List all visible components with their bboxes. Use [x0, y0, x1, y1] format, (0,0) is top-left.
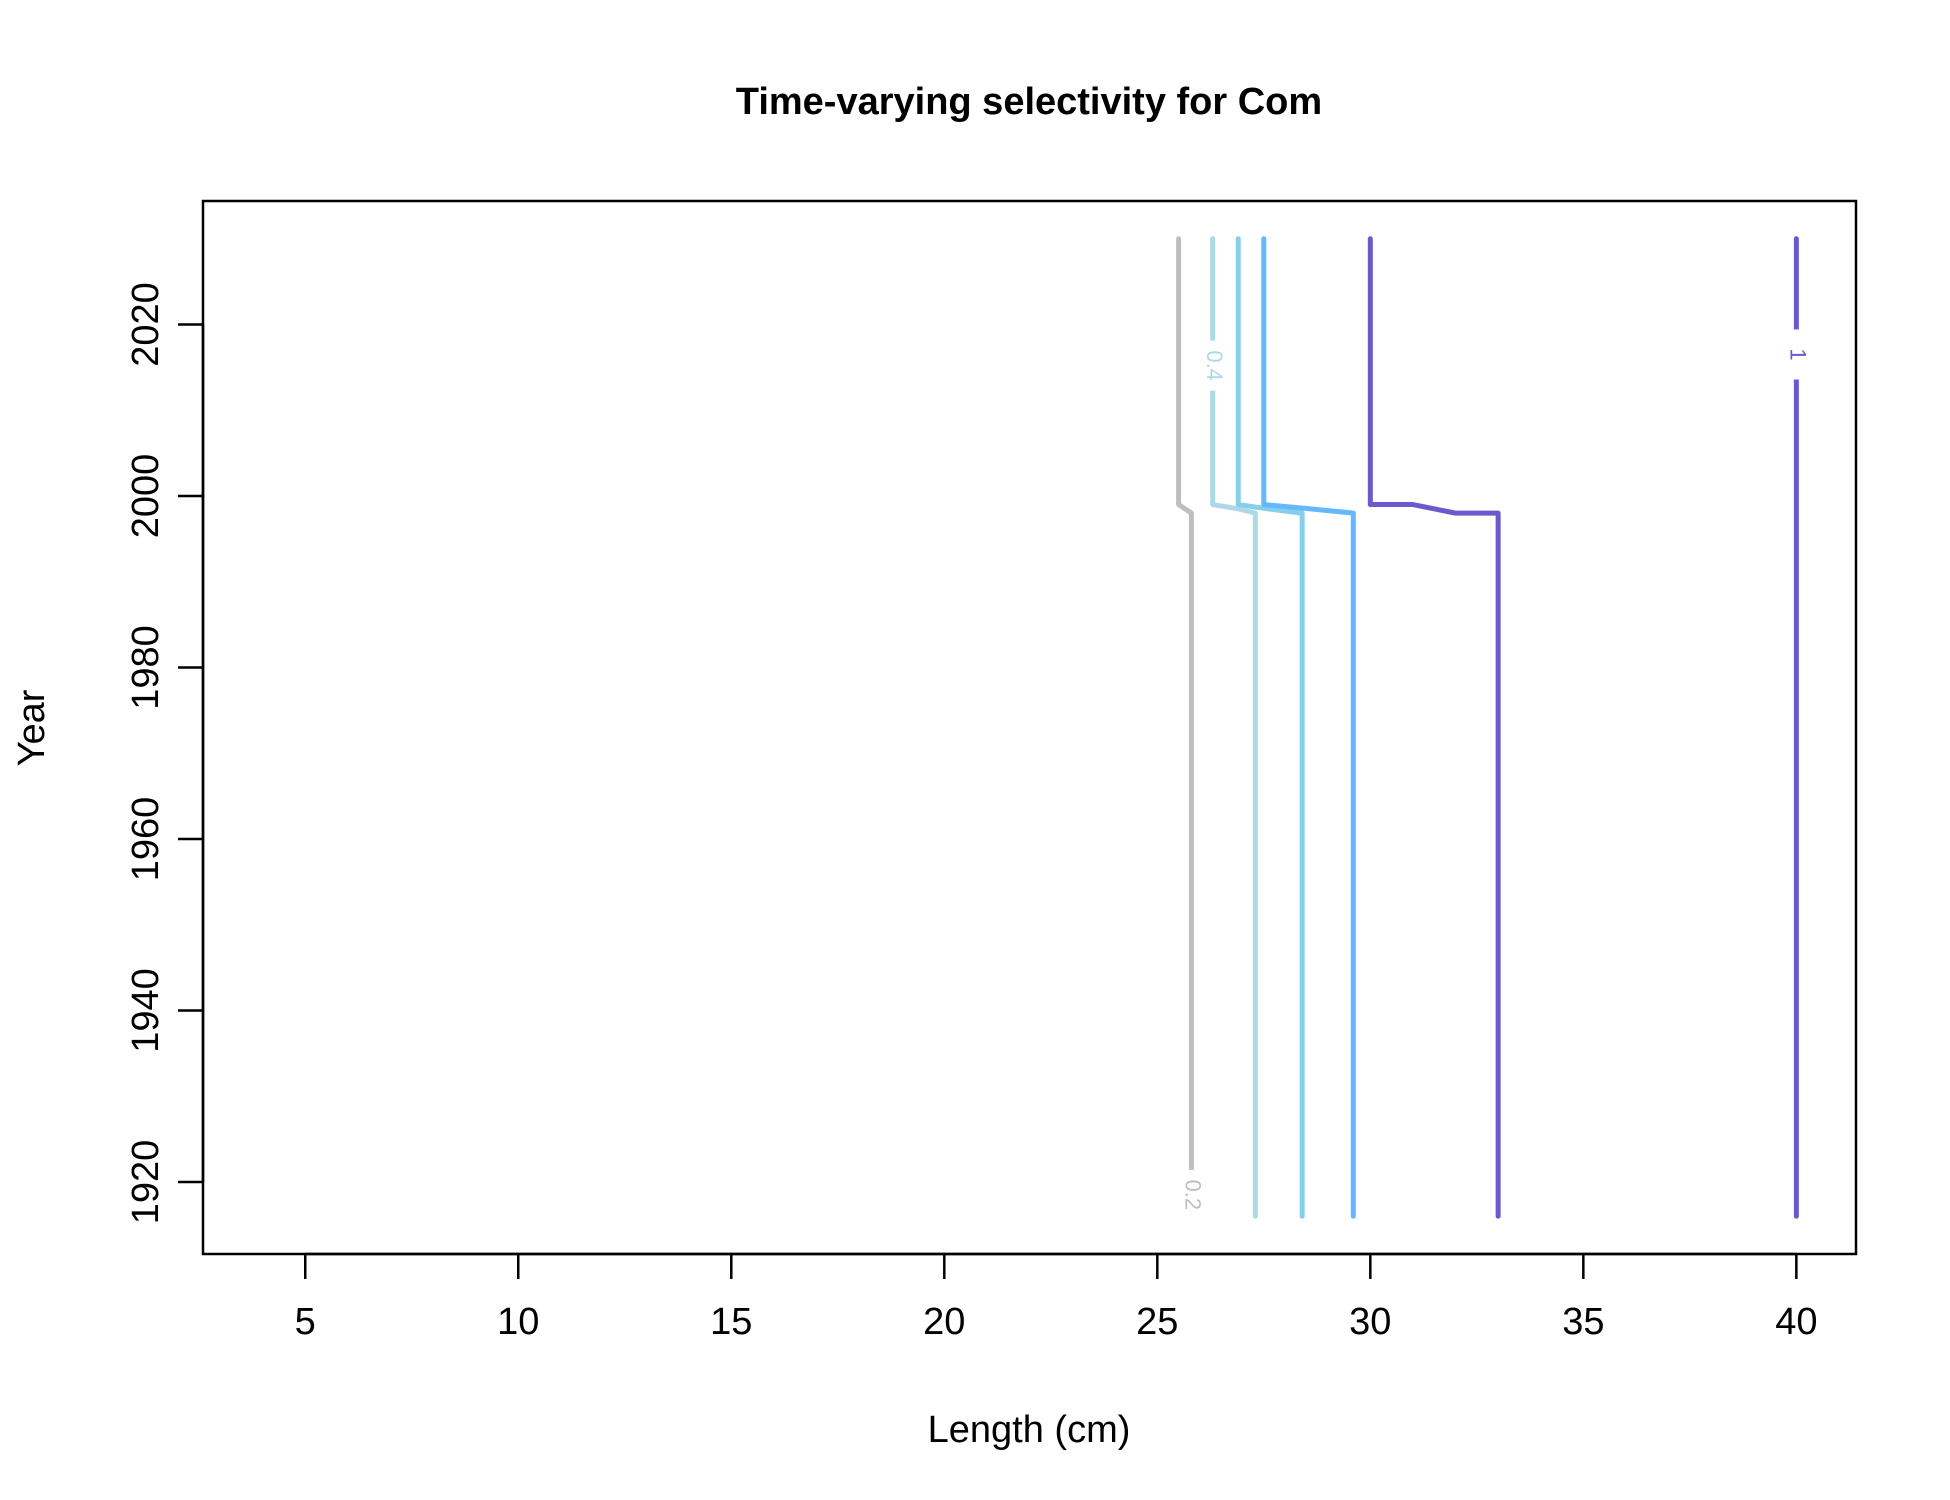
- x-tick-label: 40: [1775, 1301, 1817, 1343]
- y-tick-label: 1980: [125, 625, 167, 710]
- y-tick-label: 1920: [125, 1140, 167, 1225]
- x-tick-label: 5: [295, 1301, 316, 1343]
- x-tick-label: 35: [1562, 1301, 1604, 1343]
- y-tick-label: 2020: [125, 282, 167, 367]
- x-tick-label: 10: [497, 1301, 539, 1343]
- x-tick-label: 25: [1136, 1301, 1178, 1343]
- y-tick-label: 1960: [125, 797, 167, 882]
- contour-line-2: [1210, 236, 1258, 1219]
- contour-line-6: [1367, 236, 1501, 1219]
- x-axis-label: Length (cm): [928, 1409, 1131, 1451]
- y-tick-label: 2000: [125, 454, 167, 539]
- contour-label-gap: [1784, 329, 1809, 380]
- contour-label-layer: 0.2 0.4 1: [1179, 329, 1811, 1220]
- contour-label-gap: [1200, 340, 1225, 391]
- x-axis: 5 10 15 20 25 30 35 40: [295, 1252, 1817, 1343]
- y-axis: 1920 1940 1960 1980 2000 2020: [125, 282, 205, 1225]
- plot-frame: [201, 199, 1858, 1256]
- contour-label: 0.2: [1181, 1180, 1206, 1211]
- x-tick-label: 15: [710, 1301, 752, 1343]
- y-tick-label: 1940: [125, 968, 167, 1053]
- contour-line-4: [1235, 236, 1305, 1219]
- x-tick-label: 20: [923, 1301, 965, 1343]
- contour-label: 0.4: [1202, 350, 1227, 381]
- contour-line-1: [1176, 236, 1194, 1219]
- series-layer: [1176, 236, 1799, 1219]
- chart-title: Time-varying selectivity for Com: [736, 81, 1322, 123]
- contour-line-5: [1261, 236, 1356, 1219]
- x-tick-label: 30: [1349, 1301, 1391, 1343]
- contour-label-gap: [1179, 1169, 1204, 1220]
- y-axis-label: Year: [11, 689, 53, 766]
- contour-label: 1: [1786, 348, 1811, 360]
